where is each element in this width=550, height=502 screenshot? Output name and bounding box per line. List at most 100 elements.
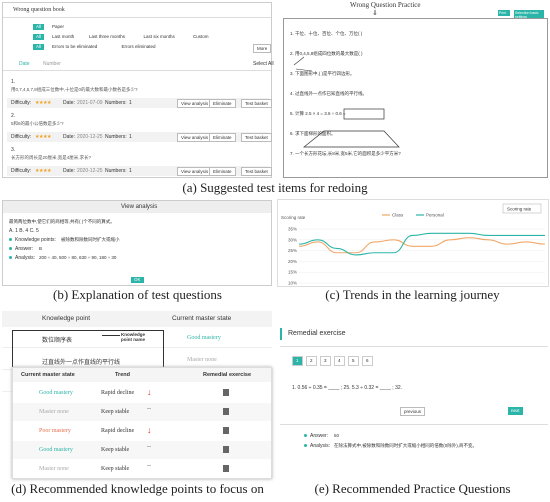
title: Remedial exercise — [288, 330, 346, 337]
practice-line: 7. 一个长方形花坛,长8米,宽5米,它的面积是多少平方米? — [290, 151, 401, 156]
sub-row: Good mastery Keep stable -- — [13, 441, 271, 459]
y-tick-label: 30% — [288, 237, 297, 242]
answer: B — [39, 246, 43, 251]
knowledge-point: 数位顺序表 — [42, 338, 73, 344]
sub-row: Poor mastery Rapid decline ↓ — [13, 422, 271, 440]
question: 1. 0.56 ÷ 0.35 = ____ ; 25. 5.3 ÷ 0.32 =… — [292, 385, 403, 391]
trend: Keep stable — [101, 447, 130, 453]
caption: (e) Recommended Practice Questions — [314, 481, 511, 496]
stars: ★★★★ — [35, 168, 51, 174]
answer-label: Answer: — [15, 246, 34, 252]
previous-button[interactable]: previous — [400, 407, 426, 416]
filter-option[interactable]: Errors eliminated — [121, 44, 156, 49]
sub-header-cell: Remedial exercise — [203, 372, 252, 378]
arrow: ⇓ — [372, 9, 378, 17]
tab[interactable]: Number — [43, 61, 61, 67]
annotation-arrow — [102, 335, 120, 336]
filter-option[interactable]: All — [33, 44, 45, 50]
filter-option[interactable]: All — [33, 24, 45, 30]
item-button[interactable]: Eliminate — [209, 99, 236, 108]
trend-table: Current master state Trend Remedial exerci… — [12, 367, 272, 479]
practice-line: 6. 求下面梯形的面积。 — [290, 131, 336, 136]
filter-option[interactable]: All — [33, 34, 45, 40]
sub-header: Current master state Trend Remedial exerci… — [13, 368, 271, 382]
more-button[interactable]: More — [253, 44, 272, 53]
filter-option[interactable]: Paper — [52, 24, 65, 29]
y-tick-label: 35% — [288, 227, 297, 232]
trend-chart: Scoring rate Scoring rate 35% 30% 25% 20% 15% 1… — [277, 199, 549, 287]
item-button[interactable]: Eliminate — [209, 167, 236, 176]
practice-line: 4. 过直线外一点作已知直线的平行线。 — [290, 91, 368, 96]
caption: (c) Trends in the learning journey — [325, 287, 500, 302]
filter-option[interactable]: Last six months — [143, 34, 175, 39]
item-button[interactable]: Test basket — [241, 167, 272, 176]
bullet — [304, 444, 307, 447]
date: 2021-07-09 — [77, 100, 103, 106]
page-button[interactable]: 2 — [306, 356, 317, 366]
next-button[interactable]: next — [508, 407, 523, 415]
practice-button[interactable]: Print — [498, 10, 510, 16]
filter-option[interactable]: Errors to be eliminated — [52, 44, 98, 49]
item-button[interactable]: Eliminate — [209, 133, 236, 142]
ok-button[interactable]: OK — [131, 277, 144, 283]
numbers: 1 — [129, 168, 132, 174]
exercise-icon[interactable] — [223, 427, 229, 434]
annotation: Knowledge point name — [121, 332, 146, 342]
trend-icon: ↓ — [147, 387, 152, 397]
page-button[interactable]: 3 — [320, 356, 331, 366]
divider — [3, 70, 271, 71]
question-text: 长方形的周长是20厘米,宽是4厘米,求长? — [11, 155, 92, 160]
caption: (b) Explanation of test questions — [53, 287, 222, 302]
trend-icon: -- — [147, 463, 151, 469]
page-button[interactable]: 1 — [292, 356, 303, 366]
practice-line: 2. 用0,4,5,8组成四位数的最大数是( ) — [290, 51, 363, 56]
y-tick-label: 25% — [288, 248, 297, 253]
practice-button[interactable]: Selection basic settings — [514, 10, 544, 20]
item-meta-bar: Difficulty: ★★★★ Date: 2020-12-25 Numbers: 1 V… — [7, 166, 272, 176]
item-button[interactable]: Test basket — [241, 133, 272, 142]
row-line — [2, 347, 272, 348]
knowledge-label: Knowledge points: — [15, 237, 56, 243]
date-label: Date: — [63, 100, 75, 106]
difficulty-label: Difficulty: — [11, 168, 32, 174]
filter-option[interactable]: Last three months — [89, 34, 126, 39]
knowledge: 被除数和除数同时扩大或缩小 — [61, 237, 120, 242]
filter-option[interactable]: Last month — [52, 34, 75, 39]
y-tick-label: 15% — [288, 270, 297, 275]
item-button[interactable]: View analysis — [177, 99, 213, 108]
analysis: 在除法算式中,被除数和除数同时扩大或缩小相同的倍数(0除外),商不变。 — [334, 443, 477, 448]
y-tick-label: 20% — [288, 259, 297, 264]
question-number: 3. — [11, 147, 16, 153]
question-text: 5和6的最小公倍数是多少? — [11, 121, 64, 126]
item-button[interactable]: Test basket — [241, 99, 272, 108]
exercise-icon[interactable] — [223, 408, 229, 415]
bullet — [9, 247, 12, 250]
filter-option[interactable]: Custom — [193, 34, 209, 39]
knowledge-table: Knowledge point Current master state 数位顺序表… — [2, 311, 272, 479]
trend: Rapid decline — [101, 390, 135, 396]
page-button[interactable]: 4 — [334, 356, 345, 366]
page-button[interactable]: 6 — [362, 356, 373, 366]
numbers: 1 — [129, 134, 132, 140]
master-state: Good mastery — [187, 335, 221, 341]
selector: Scoring rate — [507, 207, 532, 212]
exercise-icon[interactable] — [223, 465, 229, 472]
page-button[interactable]: 5 — [348, 356, 359, 366]
item-button[interactable]: View analysis — [177, 167, 213, 176]
master-state: Good mastery — [39, 390, 73, 396]
item-button[interactable]: View analysis — [177, 133, 213, 142]
trend-icon: ↓ — [147, 425, 152, 435]
date-label: Date: — [63, 168, 75, 174]
rectangle — [343, 108, 385, 120]
stars: ★★★★ — [35, 134, 51, 140]
numbers-label: Numbers: — [105, 168, 127, 174]
knowledge-point: 过直线外一点作直线的平行线 — [42, 360, 121, 366]
tab[interactable]: Date — [19, 61, 30, 67]
trapezoid — [303, 130, 400, 148]
header-cell: Current master state — [172, 315, 232, 322]
sub-header-cell: Trend — [115, 372, 130, 378]
select-all[interactable]: Select All — [253, 61, 274, 67]
exercise-icon[interactable] — [223, 446, 229, 453]
y-tick-label: 10% — [288, 281, 297, 286]
exercise-icon[interactable] — [223, 389, 229, 396]
